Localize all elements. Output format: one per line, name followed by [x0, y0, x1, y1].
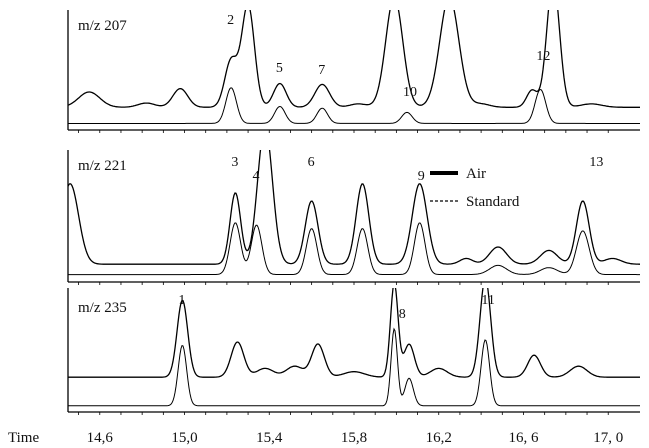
legend-label-air: Air: [466, 166, 486, 182]
x-tick-label: 15,0: [171, 430, 197, 446]
peak-label: 10: [403, 85, 417, 100]
peak-label: 1: [178, 293, 185, 308]
peak-label: 7: [318, 63, 325, 78]
peak-label: 11: [481, 293, 494, 308]
peak-label: 9: [418, 169, 425, 184]
panel-title: m/z 221: [78, 158, 127, 174]
x-tick-label: 14,6: [87, 430, 114, 446]
series-air-line: [68, 150, 640, 265]
panel-2: m/z 221 34 6 9 13: [67, 150, 640, 285]
panel-3: m/z 235 1 8 11: [67, 288, 640, 415]
peak-label: 13: [589, 155, 603, 170]
peak-label: 8: [399, 307, 406, 322]
peak-label: 2: [227, 13, 234, 28]
peak-label: 6: [308, 155, 315, 170]
series-air-line: [68, 288, 640, 378]
peak-label: 4: [253, 169, 260, 184]
x-tick-label: 15,4: [256, 430, 283, 446]
peak-label: 12: [536, 49, 550, 64]
legend-label-standard: Standard: [466, 194, 520, 210]
x-tick-label: 15,8: [341, 430, 367, 446]
x-axis: Time 14,6 15,0 15,4 15,8 16,2 16, 6 17, 0: [8, 430, 623, 446]
x-axis-title: Time: [8, 430, 39, 446]
peak-label: 3: [231, 155, 238, 170]
panel-title: m/z 207: [78, 18, 127, 34]
x-tick-label: 17, 0: [593, 430, 623, 446]
series-air-line: [68, 10, 640, 108]
chart-panels: m/z 207 2 5 7 10 12 m/z 221 34 6 9 13 m/z 235 1 8 11: [67, 10, 640, 415]
series-standard-line: [68, 222, 640, 276]
x-tick-label: 16, 6: [508, 430, 539, 446]
peak-label: 5: [276, 61, 283, 76]
legend: Air Standard: [430, 166, 520, 210]
x-axis-ticks: 14,6 15,0 15,4 15,8 16,2 16, 6 17, 0: [87, 430, 624, 446]
panel-1: m/z 207 2 5 7 10 12: [67, 10, 640, 133]
x-tick-label: 16,2: [426, 430, 452, 446]
panel-title: m/z 235: [78, 300, 127, 316]
series-standard-line: [68, 87, 640, 124]
series-standard-line: [68, 327, 640, 407]
